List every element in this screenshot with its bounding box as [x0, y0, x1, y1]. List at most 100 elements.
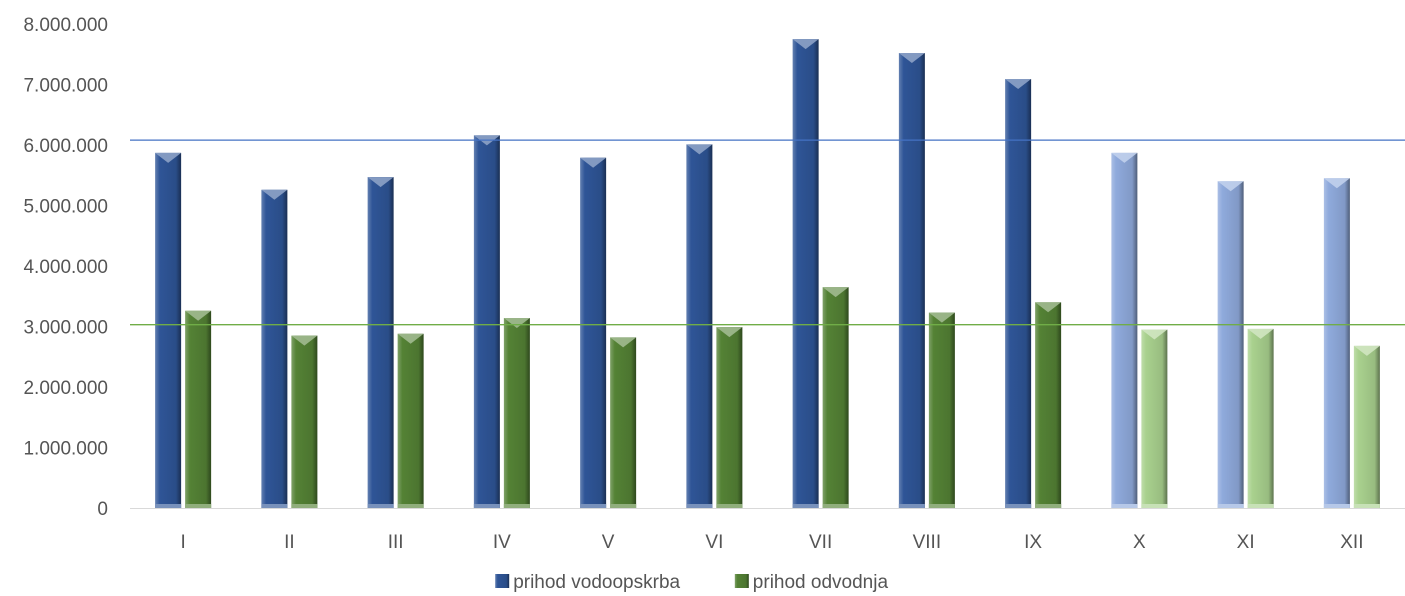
- bar-vodoopskrba: [473, 135, 500, 508]
- bar-bottom-bevel: [291, 504, 318, 508]
- bar-body: [1323, 178, 1350, 508]
- y-tick-label: 1.000.000: [23, 439, 108, 460]
- bar-top-bevel: [1217, 181, 1244, 192]
- bar-bottom-bevel: [610, 504, 637, 508]
- bar-bottom-bevel: [473, 504, 500, 508]
- bar-body: [716, 327, 743, 508]
- bar-top-bevel: [367, 177, 394, 188]
- bar-bottom-bevel: [822, 504, 849, 508]
- y-tick-label: 5.000.000: [23, 197, 108, 218]
- bar-top-bevel: [1005, 79, 1032, 90]
- bar-odvodnja: [1035, 302, 1062, 508]
- x-tick-label: XI: [1237, 532, 1255, 553]
- bar-odvodnja: [928, 312, 955, 508]
- bar-odvodnja: [1353, 345, 1380, 508]
- bar-bottom-bevel: [1323, 504, 1350, 508]
- bar-body: [1217, 181, 1244, 509]
- bar-odvodnja: [185, 310, 212, 508]
- bar-body: [1247, 328, 1274, 508]
- bar-body: [503, 318, 530, 508]
- y-tick-label: 8.000.000: [23, 15, 108, 36]
- bar-body: [367, 177, 394, 508]
- bar-top-bevel: [1141, 329, 1168, 340]
- bar-body: [185, 310, 212, 508]
- x-tick-label: III: [388, 532, 404, 553]
- bar-top-bevel: [503, 318, 530, 329]
- legend-item-vodoopskrba: prihod vodoopskrba: [495, 572, 681, 593]
- x-tick-label: IV: [493, 532, 511, 553]
- x-tick-label: VIII: [913, 532, 942, 553]
- bar-bottom-bevel: [1141, 504, 1168, 508]
- bar-vodoopskrba: [1005, 79, 1032, 509]
- bar-vodoopskrba: [1111, 152, 1138, 509]
- bar-vodoopskrba: [580, 157, 607, 508]
- bar-bottom-bevel: [686, 504, 713, 508]
- bar-top-bevel: [792, 39, 819, 50]
- bar-body: [792, 39, 819, 508]
- x-tick-label: VII: [809, 532, 832, 553]
- bar-top-bevel: [397, 333, 424, 344]
- bar-top-bevel: [686, 144, 713, 155]
- legend-swatch: [734, 574, 749, 588]
- bar-body: [898, 53, 925, 508]
- bar-odvodnja: [716, 327, 743, 508]
- bar-top-bevel: [1247, 328, 1274, 339]
- bar-bottom-bevel: [1353, 504, 1380, 508]
- bar-vodoopskrba: [1323, 178, 1350, 508]
- bar-odvodnja: [397, 333, 424, 508]
- bar-odvodnja: [822, 287, 849, 508]
- x-tick-label: IX: [1024, 532, 1042, 553]
- bar-odvodnja: [503, 318, 530, 508]
- legend-label: prihod odvodnja: [753, 572, 889, 593]
- bar-bottom-bevel: [898, 504, 925, 508]
- bar-vodoopskrba: [261, 189, 288, 508]
- bar-body: [610, 337, 637, 508]
- bar-body: [261, 189, 288, 508]
- y-tick-label: 2.000.000: [23, 378, 108, 399]
- bar-vodoopskrba: [155, 152, 182, 509]
- bar-vodoopskrba: [898, 53, 925, 508]
- bar-vodoopskrba: [1217, 181, 1244, 509]
- y-tick-label: 0: [97, 499, 108, 520]
- bar-body: [1035, 302, 1062, 508]
- legend-swatch: [495, 574, 510, 588]
- bar-body: [473, 135, 500, 508]
- x-tick-label: X: [1133, 532, 1146, 553]
- x-tick-label: II: [284, 532, 295, 553]
- bar-bottom-bevel: [1035, 504, 1062, 508]
- bar-bottom-bevel: [185, 504, 212, 508]
- bar-top-bevel: [716, 327, 743, 338]
- bar-odvodnja: [610, 337, 637, 508]
- bar-top-bevel: [898, 53, 925, 64]
- bar-top-bevel: [928, 312, 955, 323]
- x-tick-label: V: [602, 532, 615, 553]
- bar-body: [580, 157, 607, 508]
- bar-bottom-bevel: [1111, 504, 1138, 508]
- legend-label: prihod vodoopskrba: [513, 572, 680, 593]
- bar-bottom-bevel: [1217, 504, 1244, 508]
- bar-bottom-bevel: [1005, 504, 1032, 508]
- x-tick-label: I: [180, 532, 185, 553]
- y-tick-label: 3.000.000: [23, 318, 108, 339]
- bar-vodoopskrba: [367, 177, 394, 508]
- bar-top-bevel: [185, 310, 212, 321]
- bar-odvodnja: [1247, 328, 1274, 508]
- bar-bottom-bevel: [397, 504, 424, 508]
- bar-top-bevel: [580, 157, 607, 168]
- x-tick-label: XII: [1340, 532, 1363, 553]
- bar-body: [928, 312, 955, 508]
- bar-body: [1111, 152, 1138, 509]
- bar-body: [1005, 79, 1032, 509]
- bar-top-bevel: [610, 337, 637, 348]
- bar-bottom-bevel: [261, 504, 288, 508]
- bar-vodoopskrba: [792, 39, 819, 508]
- y-tick-label: 4.000.000: [23, 257, 108, 278]
- bar-vodoopskrba: [686, 144, 713, 508]
- bar-top-bevel: [1035, 302, 1062, 313]
- legend-item-odvodnja: prihod odvodnja: [734, 572, 889, 593]
- bar-bottom-bevel: [792, 504, 819, 508]
- bar-body: [397, 333, 424, 508]
- bar-top-bevel: [291, 335, 318, 346]
